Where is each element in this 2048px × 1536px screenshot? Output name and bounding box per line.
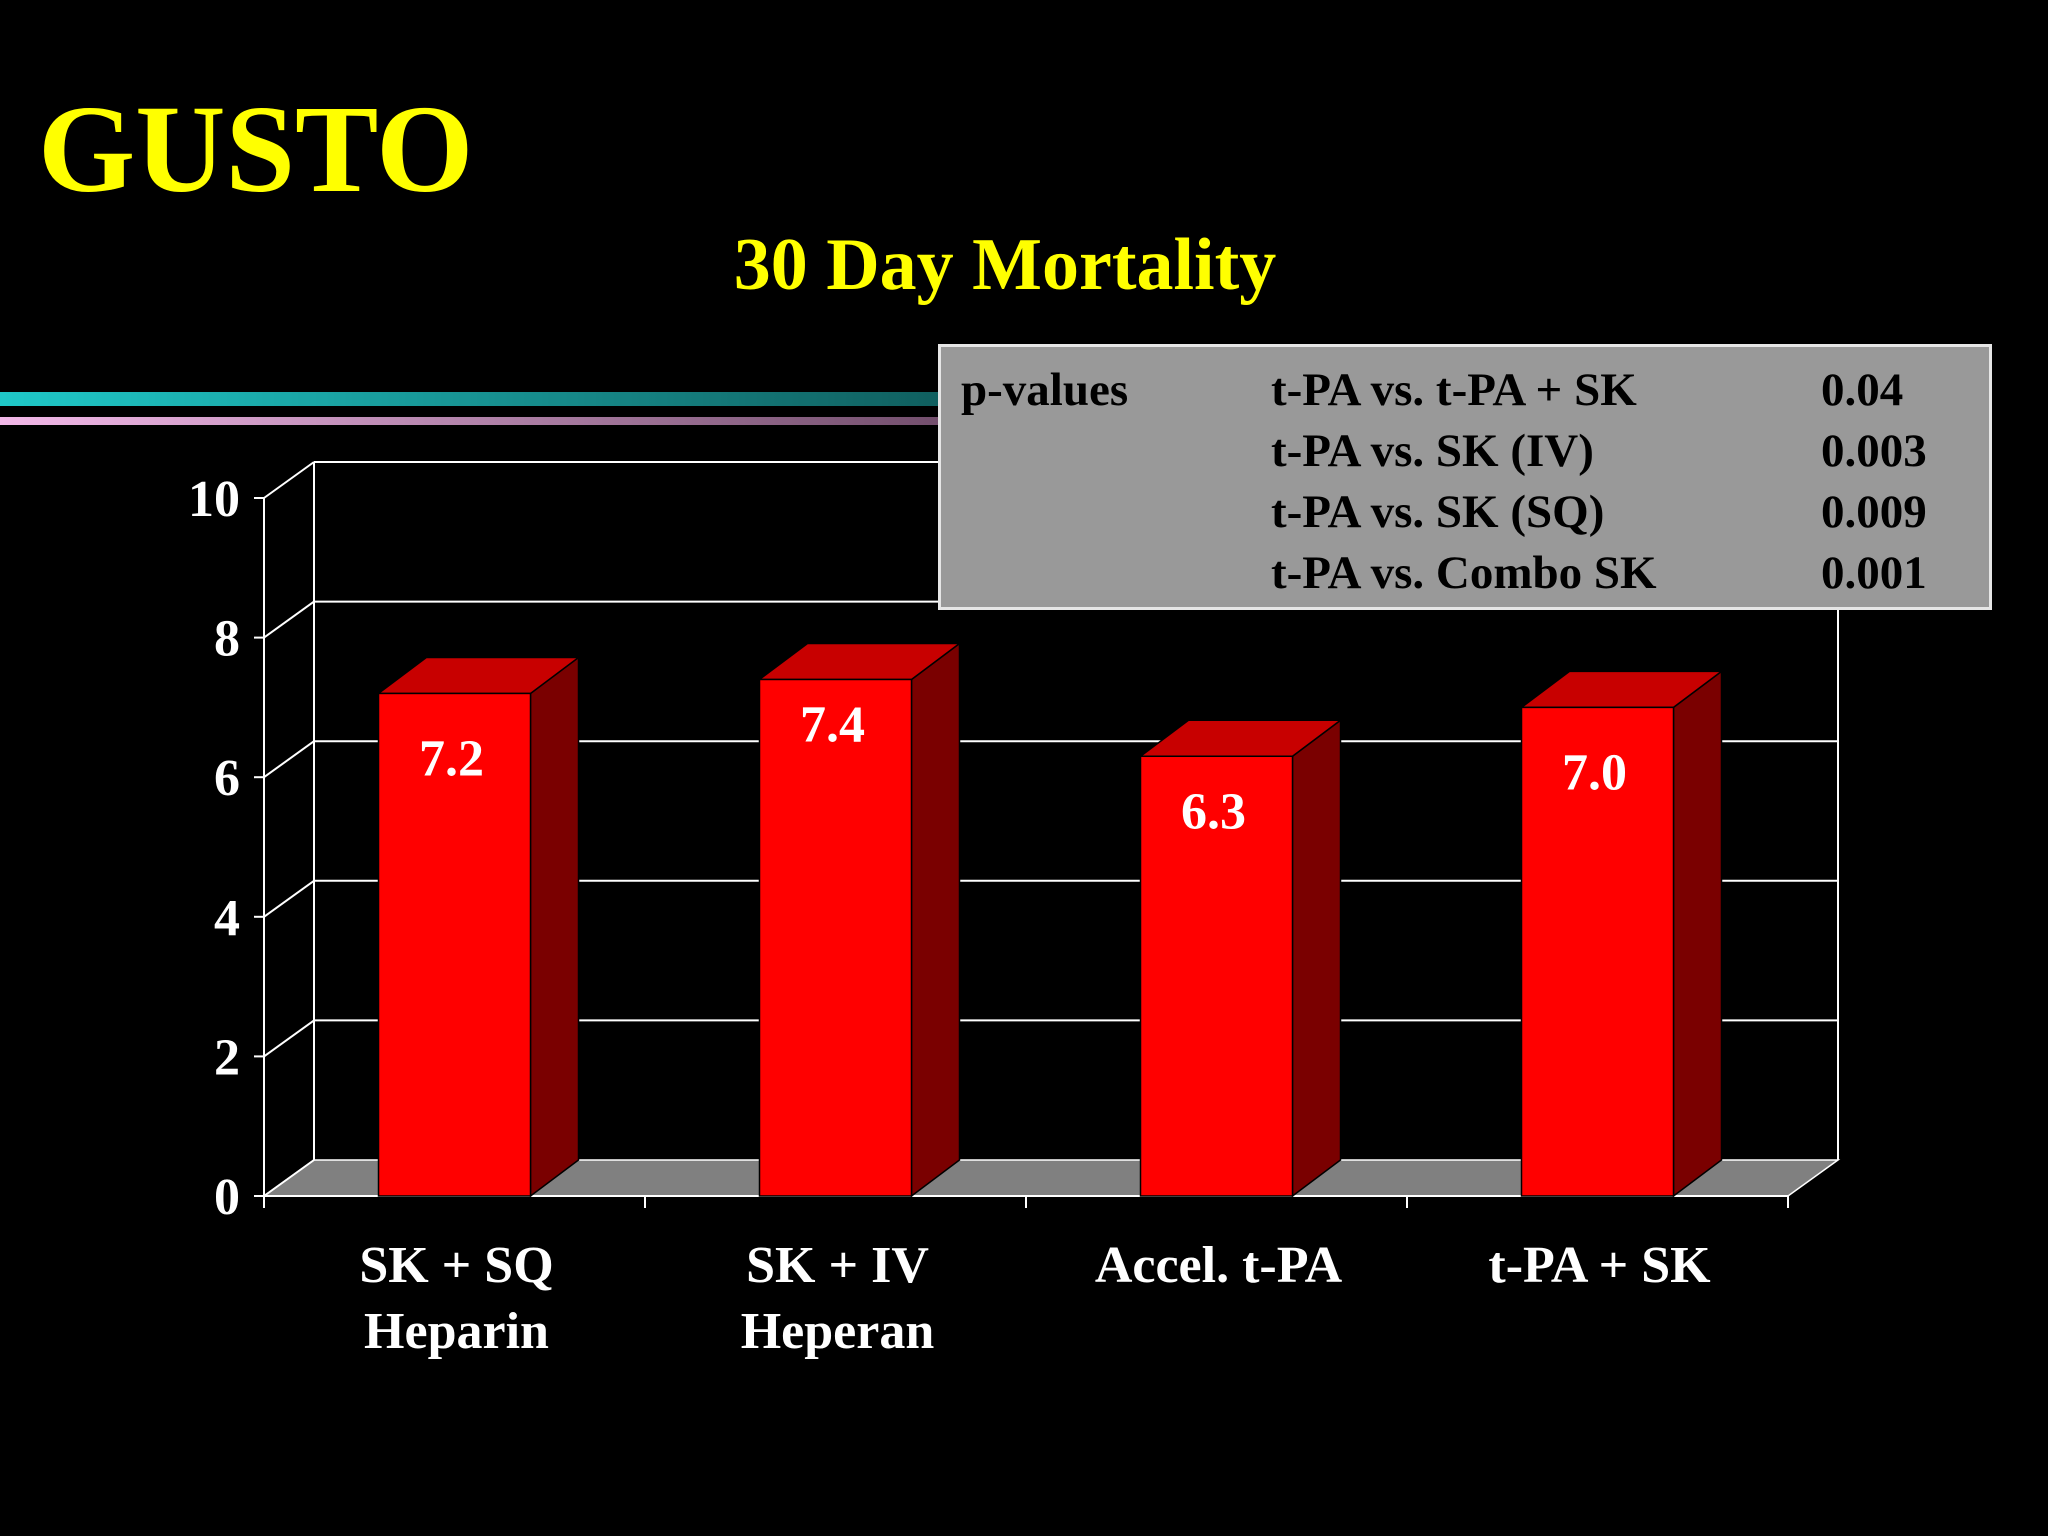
p-value: 0.003 [1821, 425, 1927, 477]
bar-front [758, 678, 913, 1197]
p-value-row: t-PA vs. t-PA + SK 0.04 [941, 367, 1989, 427]
y-tick-label: 6 [214, 750, 240, 807]
gridline-depth [263, 1019, 315, 1058]
x-tick-label: Heperan [741, 1303, 935, 1360]
p-value-comparison: t-PA vs. Combo SK [1271, 547, 1657, 599]
p-value: 0.001 [1821, 547, 1927, 599]
p-value-comparison: t-PA vs. t-PA + SK [1271, 364, 1637, 416]
bar [376, 655, 581, 1198]
p-value-row: t-PA vs. Combo SK 0.001 [941, 550, 1989, 610]
p-value: 0.04 [1821, 364, 1904, 416]
bar-front [1520, 706, 1675, 1197]
p-value: 0.009 [1821, 486, 1927, 538]
p-values-box: p-values t-PA vs. t-PA + SK 0.04 t-PA vs… [938, 344, 1992, 610]
y-tick-label: 2 [214, 1029, 240, 1086]
y-tick-label: 8 [214, 611, 240, 668]
y-tick-label: 10 [188, 471, 240, 528]
x-tick-label: Accel. t-PA [1095, 1237, 1343, 1294]
bar [757, 641, 962, 1198]
chart-subtitle: 30 Day Mortality [733, 224, 1277, 306]
bar [1138, 718, 1343, 1198]
data-label: 7.4 [800, 696, 865, 753]
data-label: 7.2 [419, 730, 484, 787]
gridline-depth [263, 740, 315, 779]
p-value-row: t-PA vs. SK (SQ) 0.009 [941, 489, 1989, 549]
gridline-depth [263, 461, 315, 499]
x-tick-label: t-PA + SK [1488, 1237, 1711, 1294]
chart-text: 0 2 4 6 8 10 7.2 SK + SQ Heparin 7.4 SK + IV Hepera… [188, 471, 1711, 1360]
bar-side [1672, 669, 1723, 1198]
p-value-row: t-PA vs. SK (IV) 0.003 [941, 428, 1989, 488]
bar [1519, 669, 1724, 1198]
data-label: 7.0 [1562, 744, 1627, 801]
gridline-depth [263, 600, 315, 639]
bar-front [377, 692, 532, 1197]
p-value-comparison: t-PA vs. SK (SQ) [1271, 486, 1605, 538]
bar-front [1139, 755, 1294, 1197]
slide-title: GUSTO [38, 81, 474, 219]
p-value-comparison: t-PA vs. SK (IV) [1271, 425, 1594, 477]
gridline-depth [263, 879, 315, 918]
y-tick-label: 4 [214, 890, 240, 947]
chart-bars [376, 641, 1724, 1198]
x-tick-label: Heparin [364, 1303, 549, 1360]
bar-side [529, 655, 580, 1198]
x-tick-label: SK + IV [746, 1237, 929, 1294]
gridline-depth [263, 1159, 315, 1197]
data-label: 6.3 [1181, 783, 1246, 840]
y-tick-label: 0 [214, 1169, 240, 1226]
bar-side [1291, 718, 1342, 1198]
bar-side [910, 641, 961, 1198]
x-tick-label: SK + SQ [359, 1237, 553, 1294]
p-values-label: p-values [961, 364, 1129, 416]
